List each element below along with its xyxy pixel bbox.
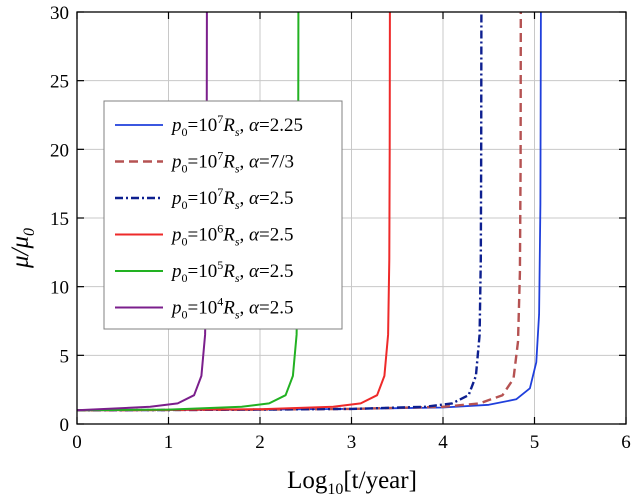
x-tick-label: 6 [621, 432, 631, 453]
y-tick-label: 15 [50, 209, 69, 230]
y-tick-label: 25 [50, 72, 69, 93]
y-axis-title: μ/μ0 [7, 228, 38, 269]
x-tick-label: 5 [530, 432, 540, 453]
legend-label-3: p0=107Rs, α=2.5 [170, 185, 293, 212]
x-tick-label: 2 [255, 432, 265, 453]
y-tick-label: 20 [50, 140, 69, 161]
y-tick-label: 10 [50, 278, 69, 299]
legend-label-6: p0=104Rs, α=2.5 [170, 295, 293, 322]
x-tick-label: 0 [72, 432, 82, 453]
legend: p0=107Rs, α=2.25 p0=107Rs, α=7/3 p0=107Rs,… [103, 100, 343, 330]
legend-label-2: p0=107Rs, α=7/3 [170, 149, 294, 176]
legend-label-4: p0=106Rs, α=2.5 [170, 222, 293, 249]
legend-box [103, 100, 343, 330]
x-tick-label: 4 [438, 432, 448, 453]
y-tick-label: 0 [60, 415, 70, 436]
series-line-2 [76, 11, 522, 412]
legend-label-1: p0=107Rs, α=2.25 [170, 112, 303, 139]
y-tick-label: 5 [60, 346, 70, 367]
x-axis-title: Log10[t/year] [287, 467, 417, 498]
legend-label-5: p0=105Rs, α=2.5 [170, 258, 293, 285]
x-tick-label: 1 [164, 432, 174, 453]
series-line-4 [76, 11, 391, 412]
x-tick-label: 3 [347, 432, 357, 453]
y-tick-label: 30 [50, 3, 69, 24]
ticks: 0 1 2 3 4 5 6 0 5 10 15 20 25 30 [50, 3, 631, 453]
